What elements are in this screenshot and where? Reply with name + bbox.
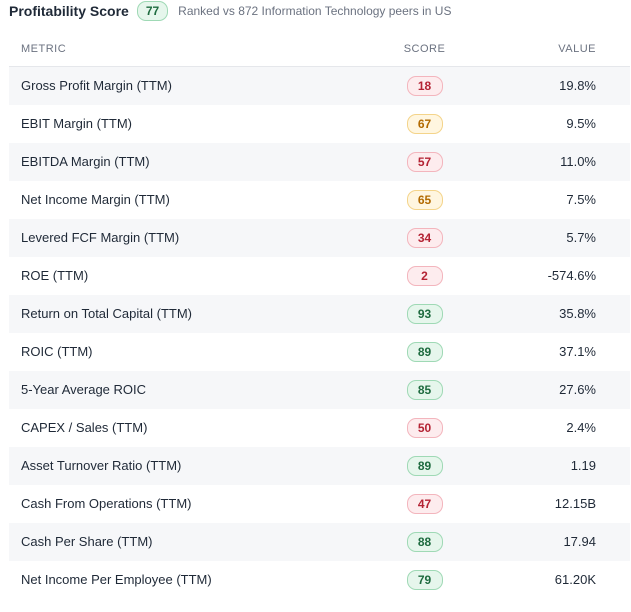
score-badge: 47 — [406, 493, 443, 514]
table-row[interactable]: Gross Profit Margin (TTM) 18 19.8% — [9, 66, 630, 105]
metric-value: 35.8% — [480, 294, 630, 333]
score-badge: 93 — [406, 303, 443, 324]
metrics-table: METRIC SCORE VALUE Gross Profit Margin (… — [9, 31, 630, 599]
score-cell: 34 — [369, 218, 480, 257]
score-badge: 57 — [406, 151, 443, 172]
table-row[interactable]: Cash From Operations (TTM) 47 12.15B — [9, 485, 630, 523]
metric-name: Asset Turnover Ratio (TTM) — [9, 446, 369, 485]
table-row[interactable]: Asset Turnover Ratio (TTM) 89 1.19 — [9, 446, 630, 485]
table-row[interactable]: Cash Per Share (TTM) 88 17.94 — [9, 522, 630, 561]
metric-name: Cash Per Share (TTM) — [9, 522, 369, 561]
score-cell: 57 — [369, 142, 480, 181]
score-badge: 85 — [406, 379, 443, 400]
metric-value: 19.8% — [480, 66, 630, 105]
table-row[interactable]: EBITDA Margin (TTM) 57 11.0% — [9, 142, 630, 181]
score-cell: 89 — [369, 446, 480, 485]
panel-header: Profitability Score 77 Ranked vs 872 Inf… — [9, 0, 451, 22]
table-row[interactable]: ROE (TTM) 2 -574.6% — [9, 257, 630, 295]
metric-name: ROIC (TTM) — [21, 344, 93, 359]
table-row[interactable]: EBIT Margin (TTM) 67 9.5% — [9, 105, 630, 143]
column-header-metric[interactable]: METRIC — [9, 31, 369, 67]
metric-value: 61.20K — [554, 572, 596, 587]
score-cell: 65 — [369, 181, 480, 219]
score-cell: 18 — [369, 66, 480, 105]
ranking-subtitle: Ranked vs 872 Information Technology pee… — [178, 4, 452, 18]
metric-value: -574.6% — [547, 268, 596, 283]
metric-name: Return on Total Capital (TTM) — [9, 294, 369, 333]
score-cell: 88 — [369, 522, 480, 561]
metric-value: 7.5% — [566, 192, 596, 207]
score-badge: 18 — [406, 75, 443, 96]
metric-value: 2.4% — [566, 420, 596, 435]
score-cell: 2 — [369, 257, 480, 295]
table-row[interactable]: Return on Total Capital (TTM) 93 35.8% — [9, 294, 630, 333]
table-row[interactable]: Levered FCF Margin (TTM) 34 5.7% — [9, 218, 630, 257]
table-row[interactable]: ROIC (TTM) 89 37.1% — [9, 333, 630, 371]
table-header-row: METRIC SCORE VALUE — [9, 31, 630, 67]
metric-value: 27.6% — [480, 370, 630, 409]
metric-name: 5-Year Average ROIC — [9, 370, 369, 409]
metric-value: 9.5% — [566, 116, 596, 131]
score-badge: 34 — [406, 227, 443, 248]
score-badge: 89 — [406, 341, 443, 362]
overall-score-badge: 77 — [136, 1, 169, 21]
metric-name: CAPEX / Sales (TTM) — [21, 420, 148, 435]
metric-name: Net Income Margin (TTM) — [21, 192, 170, 207]
table-row[interactable]: 5-Year Average ROIC 85 27.6% — [9, 370, 630, 409]
score-badge: 88 — [406, 531, 443, 552]
metric-value: 12.15B — [554, 496, 596, 511]
score-cell: 67 — [369, 105, 480, 143]
panel-title: Profitability Score — [9, 3, 129, 19]
score-cell: 89 — [369, 333, 480, 371]
metric-name: EBIT Margin (TTM) — [21, 116, 132, 131]
metric-value: 37.1% — [559, 344, 596, 359]
table-header: METRIC SCORE VALUE — [9, 31, 630, 67]
table-row[interactable]: CAPEX / Sales (TTM) 50 2.4% — [9, 409, 630, 447]
table-row[interactable]: Net Income Margin (TTM) 65 7.5% — [9, 181, 630, 219]
metric-value: 11.0% — [480, 142, 630, 181]
metric-value: 5.7% — [480, 218, 630, 257]
score-cell: 79 — [369, 561, 480, 599]
score-badge: 67 — [406, 113, 443, 134]
metric-name: EBITDA Margin (TTM) — [9, 142, 369, 181]
score-badge: 65 — [406, 189, 443, 210]
score-badge: 50 — [406, 417, 443, 438]
score-cell: 93 — [369, 294, 480, 333]
metric-name: Gross Profit Margin (TTM) — [9, 66, 369, 105]
score-badge: 2 — [406, 265, 443, 286]
column-header-score[interactable]: SCORE — [369, 31, 480, 67]
metric-name: ROE (TTM) — [21, 268, 89, 283]
table-row[interactable]: Net Income Per Employee (TTM) 79 61.20K — [9, 561, 630, 599]
column-header-value[interactable]: VALUE — [480, 31, 630, 67]
metric-name: Levered FCF Margin (TTM) — [9, 218, 369, 257]
score-cell: 85 — [369, 370, 480, 409]
metric-name: Net Income Per Employee (TTM) — [21, 572, 212, 587]
score-cell: 50 — [369, 409, 480, 447]
score-badge: 89 — [406, 455, 443, 476]
metric-value: 17.94 — [480, 522, 630, 561]
table-body: Gross Profit Margin (TTM) 18 19.8% EBIT Mar… — [9, 66, 630, 599]
metric-name: Cash From Operations (TTM) — [21, 496, 192, 511]
score-cell: 47 — [369, 485, 480, 523]
score-badge: 79 — [406, 569, 443, 590]
metric-value: 1.19 — [480, 446, 630, 485]
